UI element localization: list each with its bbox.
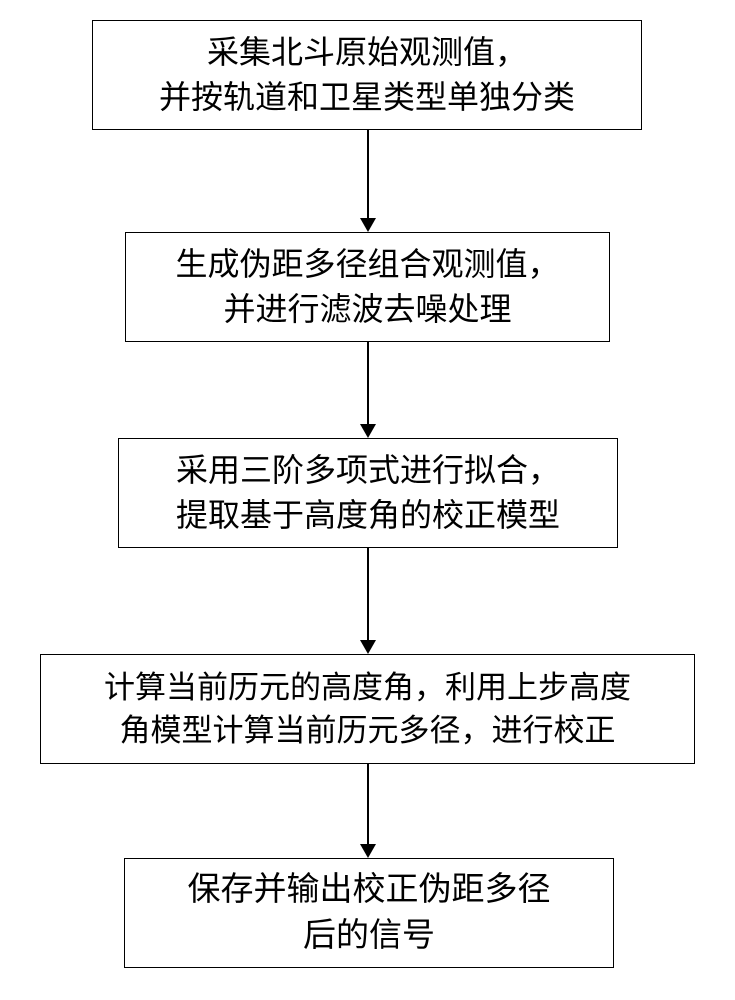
arrow-line	[367, 548, 369, 640]
arrow-line	[367, 342, 369, 424]
flowchart-node: 生成伪距多径组合观测值，并进行滤波去噪处理	[125, 232, 610, 342]
flowchart-node: 计算当前历元的高度角，利用上步高度角模型计算当前历元多径，进行校正	[40, 654, 695, 764]
arrow-head	[360, 844, 376, 858]
node-text: 采集北斗原始观测值，并按轨道和卫星类型单独分类	[159, 30, 575, 120]
arrow-head	[360, 640, 376, 654]
flowchart-node: 采集北斗原始观测值，并按轨道和卫星类型单独分类	[92, 20, 642, 130]
arrow-head	[360, 218, 376, 232]
node-text: 生成伪距多径组合观测值，并进行滤波去噪处理	[175, 242, 559, 332]
flowchart-node: 采用三阶多项式进行拟合，提取基于高度角的校正模型	[118, 438, 618, 548]
node-text: 保存并输出校正伪距多径后的信号	[188, 867, 551, 959]
node-text: 采用三阶多项式进行拟合，提取基于高度角的校正模型	[176, 448, 560, 538]
arrow-head	[360, 424, 376, 438]
flowchart-node: 保存并输出校正伪距多径后的信号	[124, 858, 614, 968]
arrow-line	[367, 764, 369, 844]
flowchart-container: 采集北斗原始观测值，并按轨道和卫星类型单独分类生成伪距多径组合观测值，并进行滤波…	[0, 0, 735, 1000]
arrow-line	[367, 130, 369, 218]
node-text: 计算当前历元的高度角，利用上步高度角模型计算当前历元多径，进行校正	[104, 666, 631, 753]
